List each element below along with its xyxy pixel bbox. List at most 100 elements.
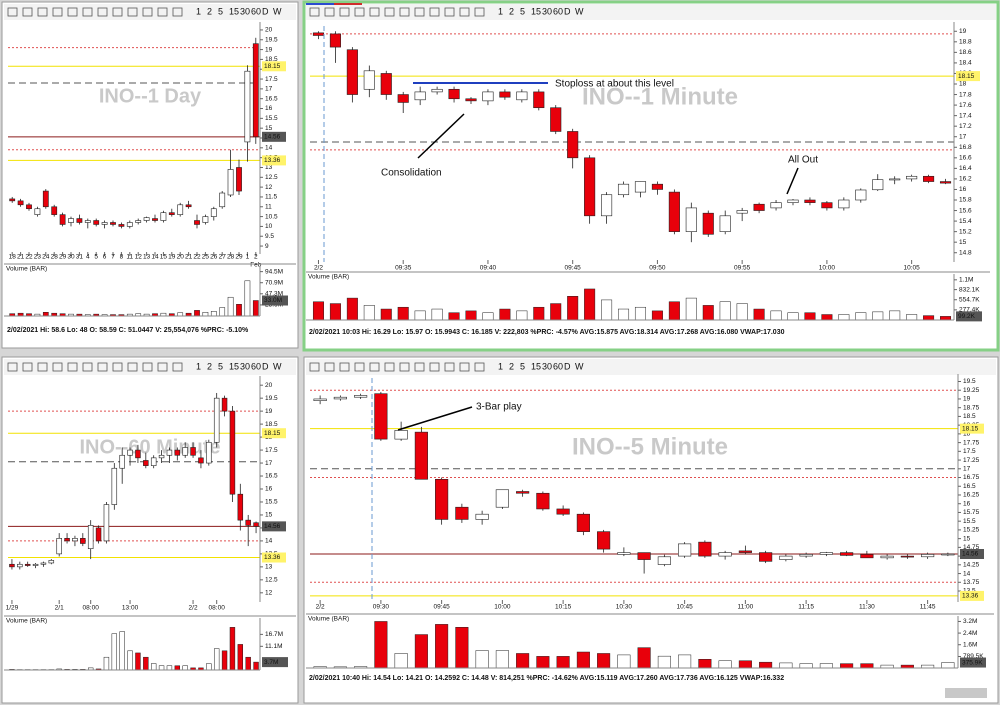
candle-body xyxy=(160,212,167,221)
toolbar-icon[interactable] xyxy=(354,7,365,17)
toolbar-icon[interactable] xyxy=(112,7,123,17)
interval-button[interactable]: D xyxy=(564,361,571,371)
x-tick-label: 21 xyxy=(17,254,25,261)
toolbar-icon[interactable] xyxy=(67,7,78,17)
scrollbar[interactable] xyxy=(945,688,987,698)
interval-button[interactable]: 60 xyxy=(251,361,261,371)
interval-button[interactable]: 15 xyxy=(229,6,239,16)
interval-button[interactable]: 5 xyxy=(218,361,223,371)
toolbar-icon[interactable] xyxy=(459,362,470,372)
toolbar-icon[interactable] xyxy=(339,362,350,372)
candle-body xyxy=(17,563,23,568)
interval-button[interactable]: 15 xyxy=(531,6,541,16)
y-tick-label: 17 xyxy=(959,133,967,140)
toolbar-icon[interactable] xyxy=(157,7,168,17)
interval-button[interactable]: D xyxy=(564,6,571,16)
y-tick-label: 18.5 xyxy=(265,421,278,428)
interval-button[interactable]: 30 xyxy=(542,6,552,16)
interval-button[interactable]: 2 xyxy=(509,361,514,371)
toolbar-icon[interactable] xyxy=(474,362,485,372)
toolbar-icon[interactable] xyxy=(52,7,63,17)
interval-button[interactable]: 60 xyxy=(553,6,563,16)
interval-button[interactable]: 1 xyxy=(498,6,503,16)
volume-bar xyxy=(42,311,49,317)
interval-button[interactable]: 5 xyxy=(520,361,525,371)
info-bar: 2/02/2021 10:03 Hi: 16.29 Lo: 15.97 O: 1… xyxy=(309,329,785,336)
interval-button[interactable]: D xyxy=(262,361,269,371)
toolbar-icon[interactable] xyxy=(142,7,153,17)
interval-button[interactable]: 2 xyxy=(207,6,212,16)
toolbar-icon[interactable] xyxy=(67,362,78,372)
toolbar-icon[interactable] xyxy=(369,362,380,372)
interval-button[interactable]: 30 xyxy=(542,361,552,371)
toolbar-icon[interactable] xyxy=(82,362,93,372)
toolbar-icon[interactable] xyxy=(414,7,425,17)
toolbar-icon[interactable] xyxy=(414,362,425,372)
interval-button[interactable]: 1 xyxy=(196,361,201,371)
interval-button[interactable]: 5 xyxy=(218,6,223,16)
volume-marker-box xyxy=(262,295,288,306)
toolbar-icon[interactable] xyxy=(7,7,18,17)
interval-button[interactable]: 30 xyxy=(240,361,250,371)
interval-button[interactable]: W xyxy=(273,6,282,16)
price-label: 14.56 xyxy=(264,134,281,141)
toolbar-icon[interactable] xyxy=(142,362,153,372)
annotation-arrow xyxy=(786,167,799,195)
toolbar-icon[interactable] xyxy=(22,7,33,17)
toolbar-icon[interactable] xyxy=(112,362,123,372)
toolbar-icon[interactable] xyxy=(22,362,33,372)
toolbar-icon[interactable] xyxy=(324,362,335,372)
toolbar-icon[interactable] xyxy=(172,7,183,17)
interval-button[interactable]: 15 xyxy=(531,361,541,371)
toolbar-icon[interactable] xyxy=(429,7,440,17)
toolbar-icon[interactable] xyxy=(324,7,335,17)
x-tick-label: 4 xyxy=(86,254,90,261)
toolbar-icon[interactable] xyxy=(82,7,93,17)
toolbar-icon[interactable] xyxy=(97,362,108,372)
toolbar-icon[interactable] xyxy=(309,7,320,17)
interval-button[interactable]: 15 xyxy=(229,361,239,371)
volume-marker-label: 33.0M xyxy=(264,297,282,304)
toolbar-icon[interactable] xyxy=(399,362,410,372)
interval-button[interactable]: 2 xyxy=(207,361,212,371)
toolbar-icon[interactable] xyxy=(37,362,48,372)
volume-bar xyxy=(229,627,236,671)
toolbar-icon[interactable] xyxy=(309,362,320,372)
interval-button[interactable]: 60 xyxy=(553,361,563,371)
volume-bar xyxy=(380,308,392,321)
interval-button[interactable]: 60 xyxy=(251,6,261,16)
toolbar-icon[interactable] xyxy=(127,362,138,372)
toolbar-icon[interactable] xyxy=(384,7,395,17)
toolbar-icon[interactable] xyxy=(97,7,108,17)
interval-button[interactable]: 1 xyxy=(196,6,201,16)
toolbar-icon[interactable] xyxy=(444,7,455,17)
toolbar-icon[interactable] xyxy=(127,7,138,17)
candle-body xyxy=(135,449,141,459)
toolbar-icon[interactable] xyxy=(157,362,168,372)
toolbar-icon[interactable] xyxy=(474,7,485,17)
annotation-arrow xyxy=(417,113,465,159)
volume-tick-label: 94.5M xyxy=(265,268,283,275)
toolbar-icon[interactable] xyxy=(384,362,395,372)
toolbar-icon[interactable] xyxy=(444,362,455,372)
toolbar-icon[interactable] xyxy=(172,362,183,372)
interval-button[interactable]: 2 xyxy=(509,6,514,16)
interval-button[interactable]: 1 xyxy=(498,361,503,371)
y-tick-label: 14 xyxy=(963,570,971,577)
interval-button[interactable]: W xyxy=(575,6,584,16)
interval-button[interactable]: 30 xyxy=(240,6,250,16)
interval-button[interactable]: W xyxy=(273,361,282,371)
toolbar-icon[interactable] xyxy=(459,7,470,17)
toolbar-icon[interactable] xyxy=(7,362,18,372)
toolbar-icon[interactable] xyxy=(369,7,380,17)
toolbar-icon[interactable] xyxy=(429,362,440,372)
toolbar-icon[interactable] xyxy=(354,362,365,372)
toolbar-icon[interactable] xyxy=(52,362,63,372)
interval-button[interactable]: W xyxy=(575,361,584,371)
interval-button[interactable]: D xyxy=(262,6,269,16)
toolbar-icon[interactable] xyxy=(37,7,48,17)
interval-button[interactable]: 5 xyxy=(520,6,525,16)
toolbar-icon[interactable] xyxy=(399,7,410,17)
toolbar-icon[interactable] xyxy=(339,7,350,17)
candle-body xyxy=(194,220,200,225)
